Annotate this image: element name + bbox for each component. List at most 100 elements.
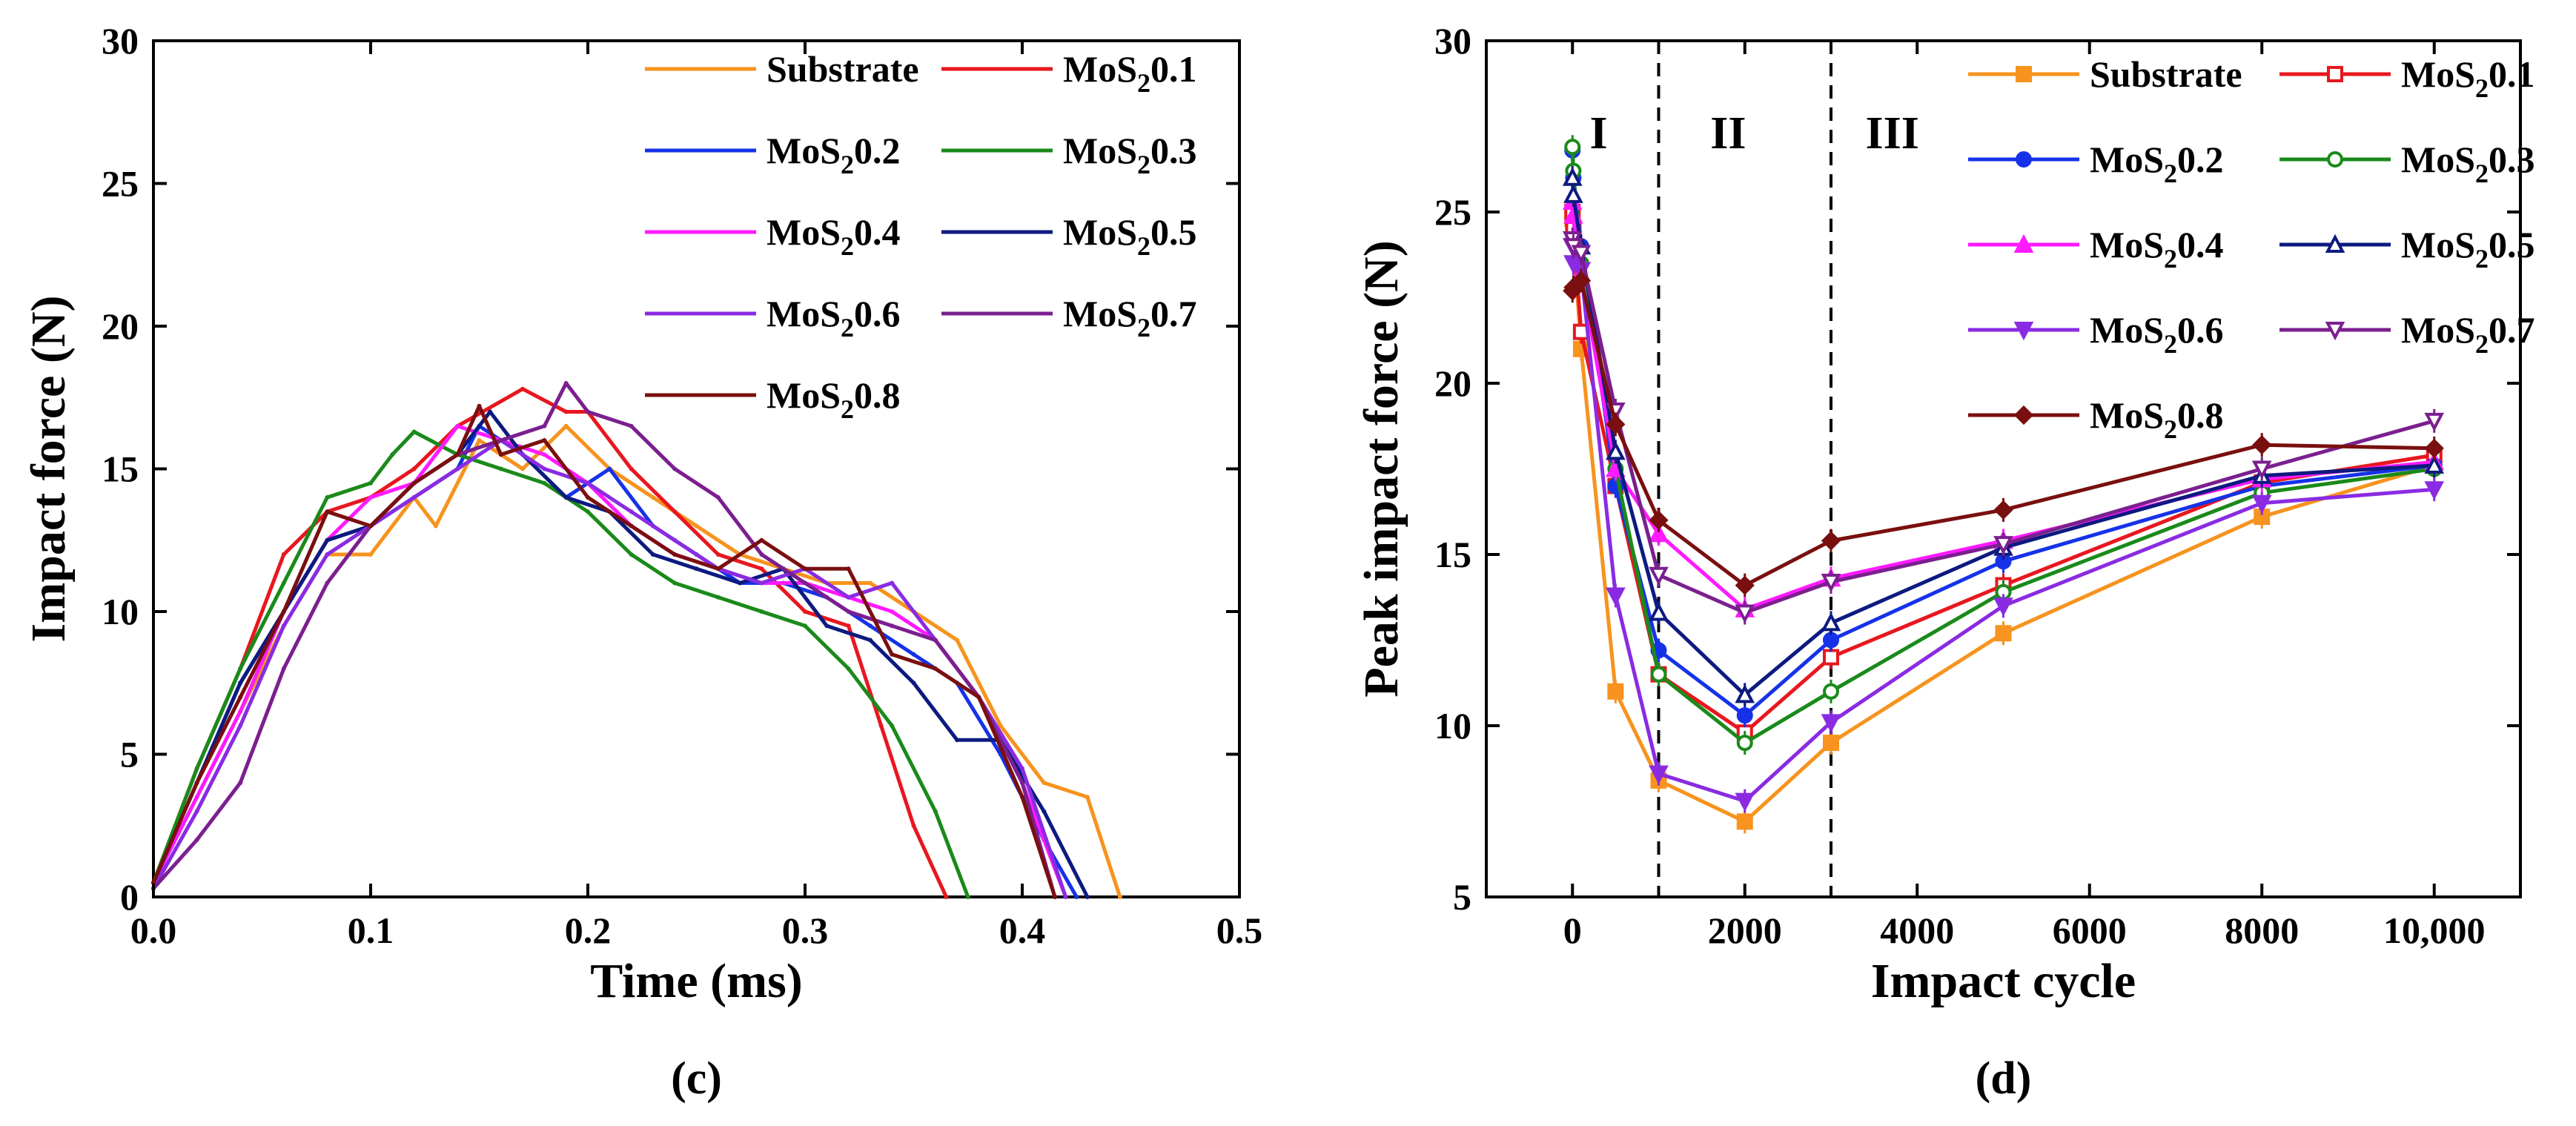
data-point-mos20-7 — [238, 781, 243, 785]
data-point-substrate — [563, 423, 569, 428]
axis-ticks-c: 0.0 0.1 0.2 0.3 0.4 0.5 0 5 10 15 20 25 30 — [102, 20, 1262, 951]
legend-label-mos20-4: MoS20.4 — [766, 211, 901, 261]
data-point-mos20-5 — [238, 680, 243, 686]
data-point-mos20-1 — [672, 509, 678, 514]
data-point-mos20-6 — [194, 809, 199, 814]
data-point-substrate — [1607, 683, 1624, 700]
data-point-substrate — [477, 438, 482, 443]
legend-label-substrate: Substrate — [2090, 53, 2242, 95]
legend-label-mos20-6: MoS20.6 — [766, 293, 901, 342]
data-point-mos20-5 — [911, 680, 916, 686]
data-point-substrate — [998, 723, 1003, 728]
data-point-mos20-1 — [944, 895, 949, 899]
legend-marker-mos20-1 — [2327, 66, 2343, 82]
data-point-mos20-8 — [715, 566, 721, 572]
legend-marker-substrate — [2016, 66, 2032, 82]
legend-d: Substrate MoS20.1 MoS20.2 MoS20.3 MoS20.4 MoS… — [1968, 53, 2535, 444]
legend-label-mos20-3: MoS20.3 — [1063, 130, 1197, 179]
data-point-mos20-7 — [586, 409, 590, 414]
data-point-mos20-4 — [890, 609, 895, 614]
data-point-mos20-7 — [325, 580, 330, 586]
region-label-ii: II — [1710, 108, 1746, 159]
y-tick-label: 10 — [1434, 705, 1471, 746]
data-point-mos20-6 — [1821, 714, 1841, 733]
data-point-mos20-7 — [194, 838, 199, 842]
data-point-mos20-6 — [1063, 895, 1068, 899]
data-point-mos20-4 — [194, 795, 199, 800]
data-point-mos20-5 — [1085, 895, 1090, 899]
legend-label-mos20-1: MoS20.1 — [1063, 48, 1197, 98]
x-tick-label: 0 — [1563, 910, 1582, 951]
data-point-mos20-7 — [890, 623, 895, 629]
data-point-mos20-8 — [281, 609, 286, 614]
data-point-mos20-7 — [1735, 604, 1755, 623]
data-point-mos20-3 — [1736, 735, 1753, 752]
data-point-mos20-3 — [715, 595, 721, 600]
data-point-substrate — [955, 637, 960, 643]
legend-label-substrate: Substrate — [766, 48, 919, 90]
legend-label-mos20-2: MoS20.2 — [2090, 139, 2224, 188]
data-point-mos20-3 — [1564, 139, 1581, 156]
data-point-mos20-8 — [2252, 435, 2272, 455]
region-label-iii: III — [1866, 108, 1919, 159]
legend-label-mos20-5: MoS20.5 — [2401, 224, 2535, 274]
data-point-mos20-1 — [629, 466, 634, 471]
data-point-mos20-7 — [1649, 566, 1669, 586]
data-point-mos20-7 — [629, 423, 634, 428]
data-point-mos20-5 — [1563, 184, 1583, 203]
data-point-mos20-5 — [325, 537, 330, 543]
data-point-substrate — [520, 466, 526, 471]
data-point-mos20-6 — [1649, 765, 1669, 784]
region-label-i: I — [1590, 108, 1608, 159]
x-axis-label-d: Impact cycle — [1871, 954, 2136, 1008]
x-tick-label: 0.4 — [999, 910, 1046, 951]
data-point-mos20-6 — [629, 509, 634, 514]
data-point-mos20-8 — [976, 695, 981, 700]
data-point-mos20-3 — [390, 452, 395, 457]
x-tick-label: 4000 — [1880, 910, 1954, 951]
data-point-mos20-1 — [803, 609, 807, 614]
data-point-mos20-6 — [890, 580, 895, 586]
data-point-mos20-2 — [607, 466, 612, 471]
data-point-mos20-6 — [672, 537, 678, 543]
legend-label-mos20-7: MoS20.7 — [1063, 293, 1197, 342]
data-point-mos20-8 — [1052, 895, 1057, 899]
data-point-mos20-8 — [629, 523, 634, 529]
data-point-mos20-5 — [1735, 684, 1755, 703]
legend-label-mos20-8: MoS20.8 — [2090, 394, 2224, 444]
legend-label-mos20-2: MoS20.2 — [766, 130, 901, 179]
data-point-mos20-8 — [1821, 531, 1841, 551]
data-point-mos20-8 — [1571, 271, 1591, 291]
data-point-mos20-1 — [1823, 649, 1839, 666]
data-point-mos20-6 — [281, 623, 286, 629]
data-point-mos20-1 — [411, 466, 417, 471]
data-point-mos20-2 — [867, 623, 873, 629]
data-point-mos20-5 — [1606, 441, 1626, 460]
data-point-substrate — [433, 523, 438, 529]
data-point-mos20-8 — [586, 495, 590, 500]
data-point-mos20-6 — [2251, 494, 2272, 514]
data-point-substrate — [368, 552, 373, 557]
data-point-mos20-7 — [2424, 412, 2445, 432]
y-tick-label: 30 — [1434, 20, 1471, 62]
data-point-mos20-2 — [911, 652, 916, 657]
data-point-mos20-7 — [759, 552, 764, 557]
data-point-mos20-8 — [1606, 414, 1626, 434]
legend-marker-mos20-3 — [2327, 151, 2343, 168]
data-point-mos20-5 — [738, 580, 743, 586]
data-point-mos20-3 — [281, 580, 286, 586]
data-point-mos20-5 — [955, 738, 960, 743]
data-point-mos20-3 — [846, 666, 851, 671]
data-point-mos20-7 — [281, 666, 286, 671]
data-point-mos20-1 — [911, 823, 916, 828]
data-point-mos20-8 — [368, 523, 373, 529]
y-axis-label-c: Impact force (N) — [21, 296, 76, 643]
data-point-mos20-3 — [238, 666, 243, 671]
data-point-mos20-6 — [846, 595, 851, 600]
data-point-mos20-6 — [1993, 597, 2013, 617]
data-point-mos20-7 — [563, 381, 569, 385]
data-point-mos20-6 — [411, 495, 417, 500]
y-tick-label: 20 — [102, 305, 139, 347]
